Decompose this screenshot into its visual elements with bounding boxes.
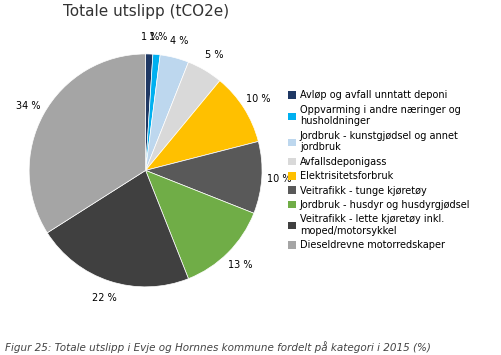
Text: 34 %: 34 % [16,101,41,111]
Legend: Avløp og avfall unntatt deponi, Oppvarming i andre næringer og
husholdninger, Jo: Avløp og avfall unntatt deponi, Oppvarmi… [286,88,471,252]
Wedge shape [145,141,262,213]
Text: 4 %: 4 % [169,36,188,46]
Text: 10 %: 10 % [246,94,271,104]
Text: 10 %: 10 % [267,174,291,184]
Text: 22 %: 22 % [92,293,116,303]
Wedge shape [145,81,258,170]
Text: 1 %: 1 % [149,32,167,42]
Wedge shape [145,55,188,170]
Text: 1 %: 1 % [140,32,159,42]
Wedge shape [145,54,160,170]
Text: 13 %: 13 % [227,260,252,270]
Text: 5 %: 5 % [204,50,222,60]
Wedge shape [47,170,188,287]
Wedge shape [145,62,219,170]
Wedge shape [145,170,254,279]
Wedge shape [29,54,145,233]
Title: Totale utslipp (tCO2e): Totale utslipp (tCO2e) [63,5,228,20]
Wedge shape [145,54,153,170]
Text: Figur 25: Totale utslipp i Evje og Hornnes kommune fordelt på kategori i 2015 (%: Figur 25: Totale utslipp i Evje og Hornn… [5,341,430,353]
